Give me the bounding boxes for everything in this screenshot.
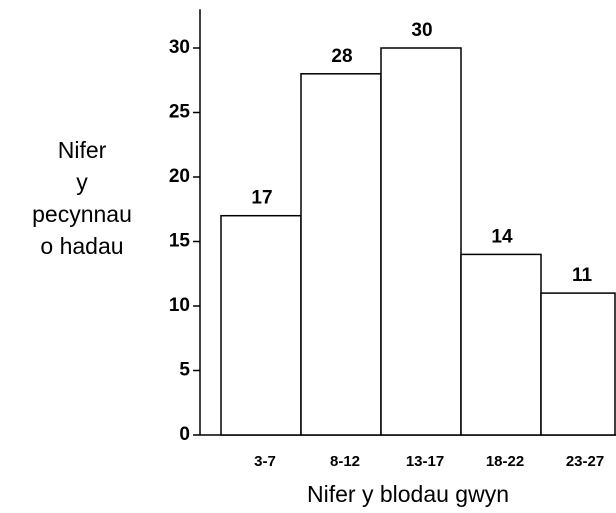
y-tick-label: 10 — [169, 295, 190, 316]
y-tick-label: 0 — [179, 424, 190, 445]
bar — [220, 214, 302, 436]
y-axis-label: y — [76, 169, 88, 195]
bar — [540, 292, 616, 436]
y-axis-label: pecynnau — [32, 201, 132, 227]
y-tick-label: 5 — [179, 360, 190, 381]
value-label: 17 — [251, 188, 272, 209]
bar — [300, 73, 382, 436]
y-tick-label: 25 — [169, 102, 191, 123]
x-tick-label: 23-27 — [566, 453, 604, 470]
value-label: 30 — [411, 20, 432, 41]
x-axis-label: Nifer y blodau gwyn — [307, 481, 509, 507]
y-axis-label: Nifer — [58, 137, 107, 163]
y-tick-label: 15 — [169, 231, 191, 252]
value-label: 28 — [331, 46, 352, 67]
bar — [460, 253, 542, 436]
value-label: 14 — [491, 226, 513, 247]
y-tick-label: 30 — [169, 37, 190, 58]
x-tick-label: 13-17 — [406, 453, 444, 470]
x-tick-label: 8-12 — [330, 453, 360, 470]
y-axis-label: o hadau — [40, 233, 123, 259]
x-tick-label: 3-7 — [254, 453, 276, 470]
bar — [380, 47, 462, 436]
x-tick-label: 18-22 — [486, 453, 524, 470]
value-label: 11 — [572, 265, 593, 286]
y-tick-label: 20 — [169, 166, 190, 187]
